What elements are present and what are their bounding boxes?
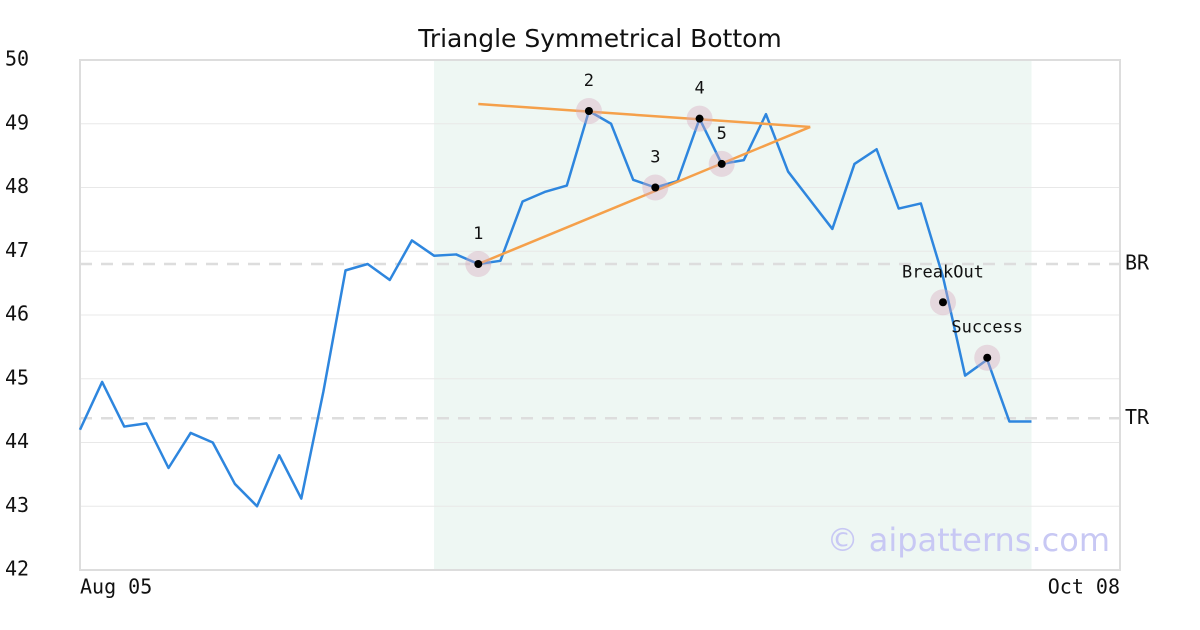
point-label: 5 [717, 124, 727, 144]
y-tick-label: 45 [5, 365, 29, 389]
price-line [78, 109, 1032, 508]
watermark: © aipatterns.com [827, 521, 1110, 559]
point-label: 3 [650, 148, 660, 168]
trendline [478, 102, 811, 129]
point-label: BreakOut [902, 262, 984, 282]
y-tick-label: 46 [5, 302, 29, 326]
y-tick-label: 48 [5, 174, 29, 198]
plot-border [79, 59, 1121, 571]
point-marker [717, 159, 726, 168]
point-marker [983, 353, 992, 362]
y-tick-label: 42 [5, 557, 29, 581]
point-marker [938, 298, 947, 307]
y-tick-label: 44 [5, 429, 29, 453]
point-label: 2 [584, 71, 594, 91]
point-marker [584, 107, 593, 115]
x-tick-label: Aug 05 [80, 575, 152, 599]
point-marker [695, 114, 704, 123]
chart-title: Triangle Symmetrical Bottom [417, 24, 782, 53]
y-tick-label: 43 [5, 493, 29, 517]
level-label: TR [1125, 405, 1150, 429]
point-label: Success [951, 318, 1023, 338]
point-marker [474, 260, 483, 268]
y-tick-label: 49 [5, 110, 29, 134]
trendline [477, 125, 811, 266]
point-label: 4 [694, 79, 704, 99]
point-label: 1 [473, 224, 483, 244]
point-marker [651, 183, 660, 192]
y-tick-label: 50 [5, 47, 29, 71]
x-tick-label: Oct 08 [1048, 575, 1120, 599]
y-tick-label: 47 [5, 238, 29, 262]
level-label: BR [1125, 251, 1150, 275]
